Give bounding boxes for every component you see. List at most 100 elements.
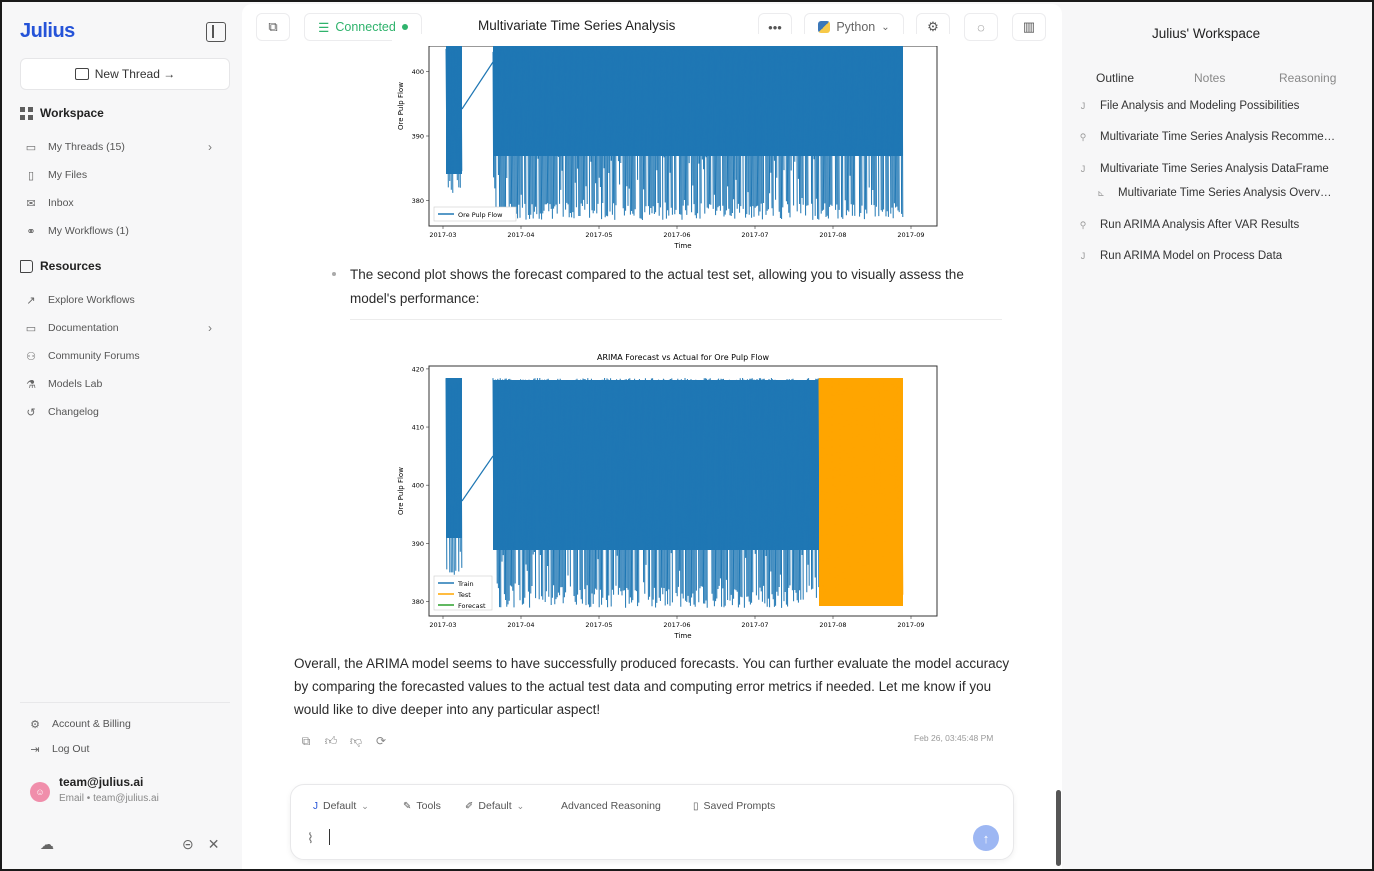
sidebar-item-label: My Files (48, 169, 87, 181)
message-input[interactable] (329, 829, 330, 845)
composer: J Default ⌄ ✎ Tools ✐ Default ⌄ Advanced… (290, 784, 1014, 860)
sidebar-item-explore-workflows[interactable]: ↗ Explore Workflows (24, 290, 224, 310)
sidebar-item-label: Changelog (48, 406, 99, 418)
sidebar: Julius New Thread → Workspace ▭ My Threa… (4, 4, 240, 871)
avatar[interactable]: ☺ (30, 782, 50, 802)
python-icon (818, 21, 830, 33)
scrollbar[interactable] (1056, 790, 1061, 866)
sidebar-item-inbox[interactable]: ✉ Inbox (24, 193, 224, 213)
chart-icon: ⊾ (1096, 188, 1106, 199)
panel-right-icon: ▥ (1023, 19, 1035, 35)
outline-item[interactable]: ⚲ Multivariate Time Series Analysis Reco… (1078, 131, 1368, 143)
x-tick-label: 2017-05 (585, 231, 612, 239)
sidebar-item-changelog[interactable]: ↺ Changelog (24, 402, 224, 422)
toggle-right-panel-button[interactable]: ▥ (1012, 13, 1046, 41)
chat-icon: ▭ (24, 141, 38, 153)
sidebar-item-my-threads[interactable]: ▭ My Threads (15) › (24, 137, 224, 157)
copy-thread-button[interactable]: ⧉ (256, 13, 290, 41)
account-billing-link[interactable]: ⚙ Account & Billing (28, 714, 228, 734)
sidebar-item-my-workflows[interactable]: ⚭ My Workflows (1) (24, 221, 224, 241)
outline-item[interactable]: J File Analysis and Modeling Possibiliti… (1078, 100, 1368, 112)
tab-notes[interactable]: Notes (1194, 71, 1225, 85)
chart-bottom-xlabel: Time (673, 632, 691, 640)
file-icon: ▯ (24, 169, 38, 181)
user-email: Email • team@julius.ai (59, 793, 159, 804)
sidebar-item-label: Inbox (48, 197, 74, 209)
gear-icon: ⚙ (927, 19, 939, 35)
chart-bottom-y-axis: 380390400410420 (412, 365, 429, 606)
sidebar-item-my-files[interactable]: ▯ My Files (24, 165, 224, 185)
tab-reasoning[interactable]: Reasoning (1279, 71, 1336, 85)
chart-top-legend: Ore Pulp Flow (434, 207, 516, 221)
chart-top: 380 390 400 2017-03 2017-04 2017-05 2017-06 20… (392, 34, 952, 261)
workflow-icon: ⚭ (24, 225, 38, 237)
separator (350, 319, 1002, 320)
feedback-button[interactable]: ◌ (964, 13, 998, 41)
tab-outline[interactable]: Outline (1096, 71, 1134, 85)
paperclip-icon[interactable]: ⌇ (307, 830, 314, 847)
tools-button[interactable]: ✎ Tools (397, 795, 447, 817)
copy-icon[interactable]: ⧉ (300, 735, 312, 747)
sidebar-divider (20, 702, 230, 703)
thumbs-up-icon[interactable]: 👍︎ (325, 735, 337, 747)
y-tick-label: 380 (412, 197, 424, 205)
discord-icon[interactable]: ⊝ (182, 836, 194, 853)
advanced-reasoning-toggle[interactable]: Advanced Reasoning (555, 795, 667, 817)
tools-label: Tools (416, 800, 441, 812)
x-tick-label: 2017-09 (897, 231, 924, 239)
logout-link[interactable]: ⇥ Log Out (28, 739, 228, 759)
chevron-down-icon: ⌄ (881, 22, 889, 33)
user-name: team@julius.ai (59, 775, 143, 789)
sidebar-item-community-forums[interactable]: ⚇ Community Forums (24, 346, 224, 366)
mode-label: Default (478, 800, 511, 812)
outline-item-label: File Analysis and Modeling Possibilities (1100, 100, 1299, 112)
ellipsis-icon: ••• (768, 20, 782, 35)
message-summary-text: Overall, the ARIMA model seems to have s… (294, 652, 1014, 721)
outline-subitem[interactable]: ⊾ Multivariate Time Series Analysis Over… (1096, 187, 1358, 199)
x-tick-label: 2017-04 (507, 621, 534, 629)
y-tick-label: 410 (412, 424, 424, 432)
android-icon[interactable]: ☁ (40, 836, 54, 853)
chat-question-icon: ◌ (977, 20, 985, 35)
outline-item[interactable]: ⚲ Run ARIMA Analysis After VAR Results (1078, 219, 1368, 231)
sidebar-item-models-lab[interactable]: ⚗ Models Lab (24, 374, 224, 394)
y-tick-label: 420 (412, 365, 424, 373)
chart-top-xlabel: Time (673, 242, 691, 250)
x-icon[interactable]: ✕ (208, 836, 220, 853)
legend-forecast: Forecast (458, 602, 486, 610)
model-select[interactable]: J Default ⌄ (307, 795, 375, 817)
sidebar-item-label: Documentation (48, 322, 119, 334)
outline-item[interactable]: J Multivariate Time Series Analysis Data… (1078, 163, 1368, 175)
page-title: Multivariate Time Series Analysis (478, 18, 675, 33)
status-dot (402, 24, 408, 30)
julius-logo[interactable]: Julius (20, 20, 75, 43)
saved-prompts-button[interactable]: ▯ Saved Prompts (687, 795, 781, 817)
chart-top-crop (392, 34, 952, 46)
send-button[interactable]: ↑ (973, 825, 999, 851)
thumbs-down-icon[interactable]: 👎︎ (350, 735, 362, 747)
chevron-right-icon: › (208, 140, 212, 154)
legend-train: Train (457, 580, 474, 588)
history-icon: ↺ (24, 406, 38, 418)
chart-bottom-svg: ARIMA Forecast vs Actual for Ore Pulp Fl… (392, 346, 952, 644)
y-tick-label: 390 (412, 133, 424, 141)
mode-select[interactable]: ✐ Default ⌄ (459, 795, 530, 817)
x-tick-label: 2017-06 (663, 231, 690, 239)
y-tick-label: 400 (412, 482, 424, 490)
x-tick-label: 2017-08 (819, 231, 846, 239)
resources-title: Resources (40, 259, 101, 273)
refresh-icon[interactable]: ⟳ (375, 735, 387, 747)
chart-top-legend-label: Ore Pulp Flow (458, 211, 503, 219)
outline-item[interactable]: J Run ARIMA Model on Process Data (1078, 250, 1368, 262)
new-thread-button[interactable]: New Thread → (20, 58, 230, 90)
sidebar-item-documentation[interactable]: ▭ Documentation › (24, 318, 224, 338)
chevron-down-icon: ⌄ (517, 801, 525, 812)
book-icon: ▭ (24, 322, 38, 334)
julius-icon: J (1078, 164, 1088, 174)
chart-top-svg: 380390400 2017-03 2017-04 2017-05 2017-06 20… (392, 34, 952, 256)
arrow-up-icon: ↑ (983, 831, 990, 846)
right-panel: Julius' Workspace Outline Notes Reasonin… (1064, 4, 1374, 871)
logout-icon: ⇥ (28, 743, 42, 755)
x-tick-label: 2017-07 (741, 621, 768, 629)
collapse-sidebar-icon[interactable] (206, 22, 226, 42)
